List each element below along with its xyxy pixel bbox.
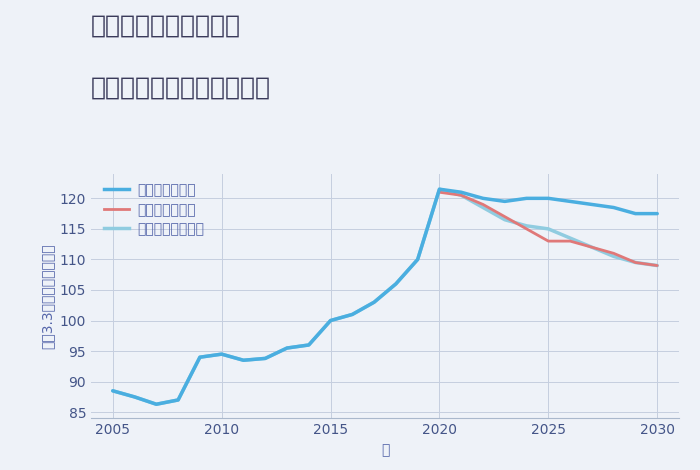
- ノーマルシナリオ: [457, 193, 466, 198]
- グッドシナリオ: [522, 196, 531, 201]
- グッドシナリオ: [414, 257, 422, 262]
- ノーマルシナリオ: [479, 204, 487, 210]
- ノーマルシナリオ: [108, 388, 117, 394]
- グッドシナリオ: [370, 299, 378, 305]
- ノーマルシナリオ: [544, 226, 552, 232]
- グッドシナリオ: [610, 204, 618, 210]
- グッドシナリオ: [239, 358, 248, 363]
- Legend: グッドシナリオ, バッドシナリオ, ノーマルシナリオ: グッドシナリオ, バッドシナリオ, ノーマルシナリオ: [104, 183, 204, 236]
- ノーマルシナリオ: [283, 345, 291, 351]
- グッドシナリオ: [653, 211, 662, 216]
- グッドシナリオ: [435, 186, 444, 192]
- Line: バッドシナリオ: バッドシナリオ: [440, 192, 657, 266]
- グッドシナリオ: [304, 342, 313, 348]
- ノーマルシナリオ: [392, 281, 400, 287]
- ノーマルシナリオ: [414, 257, 422, 262]
- バッドシナリオ: [566, 238, 574, 244]
- ノーマルシナリオ: [370, 299, 378, 305]
- バッドシナリオ: [610, 251, 618, 256]
- グッドシナリオ: [566, 199, 574, 204]
- ノーマルシナリオ: [261, 356, 270, 361]
- ノーマルシナリオ: [304, 342, 313, 348]
- ノーマルシナリオ: [130, 394, 139, 399]
- グッドシナリオ: [283, 345, 291, 351]
- ノーマルシナリオ: [326, 318, 335, 323]
- バッドシナリオ: [479, 202, 487, 207]
- X-axis label: 年: 年: [381, 443, 389, 457]
- グッドシナリオ: [631, 211, 640, 216]
- Text: 兵庫県姫路市井ノ口の: 兵庫県姫路市井ノ口の: [91, 14, 241, 38]
- ノーマルシナリオ: [588, 244, 596, 250]
- バッドシナリオ: [435, 189, 444, 195]
- グッドシナリオ: [152, 401, 160, 407]
- バッドシナリオ: [588, 244, 596, 250]
- Line: ノーマルシナリオ: ノーマルシナリオ: [113, 189, 657, 404]
- Line: グッドシナリオ: グッドシナリオ: [113, 189, 657, 404]
- ノーマルシナリオ: [152, 401, 160, 407]
- グッドシナリオ: [218, 352, 226, 357]
- グッドシナリオ: [500, 199, 509, 204]
- ノーマルシナリオ: [174, 397, 182, 403]
- バッドシナリオ: [544, 238, 552, 244]
- Text: 中古マンションの価格推移: 中古マンションの価格推移: [91, 75, 271, 99]
- ノーマルシナリオ: [653, 263, 662, 268]
- ノーマルシナリオ: [239, 358, 248, 363]
- ノーマルシナリオ: [631, 259, 640, 265]
- ノーマルシナリオ: [435, 186, 444, 192]
- バッドシナリオ: [653, 263, 662, 268]
- グッドシナリオ: [392, 281, 400, 287]
- グッドシナリオ: [108, 388, 117, 394]
- グッドシナリオ: [196, 354, 204, 360]
- ノーマルシナリオ: [566, 235, 574, 241]
- バッドシナリオ: [631, 259, 640, 265]
- グッドシナリオ: [348, 312, 356, 317]
- ノーマルシナリオ: [522, 223, 531, 228]
- ノーマルシナリオ: [348, 312, 356, 317]
- グッドシナリオ: [326, 318, 335, 323]
- グッドシナリオ: [588, 202, 596, 207]
- Y-axis label: 坪（3.3㎡）単価（万円）: 坪（3.3㎡）単価（万円）: [40, 243, 54, 349]
- ノーマルシナリオ: [218, 352, 226, 357]
- バッドシナリオ: [457, 193, 466, 198]
- バッドシナリオ: [500, 214, 509, 219]
- ノーマルシナリオ: [196, 354, 204, 360]
- グッドシナリオ: [130, 394, 139, 399]
- グッドシナリオ: [544, 196, 552, 201]
- ノーマルシナリオ: [500, 217, 509, 222]
- グッドシナリオ: [261, 356, 270, 361]
- バッドシナリオ: [522, 226, 531, 232]
- グッドシナリオ: [174, 397, 182, 403]
- ノーマルシナリオ: [610, 254, 618, 259]
- グッドシナリオ: [457, 189, 466, 195]
- グッドシナリオ: [479, 196, 487, 201]
